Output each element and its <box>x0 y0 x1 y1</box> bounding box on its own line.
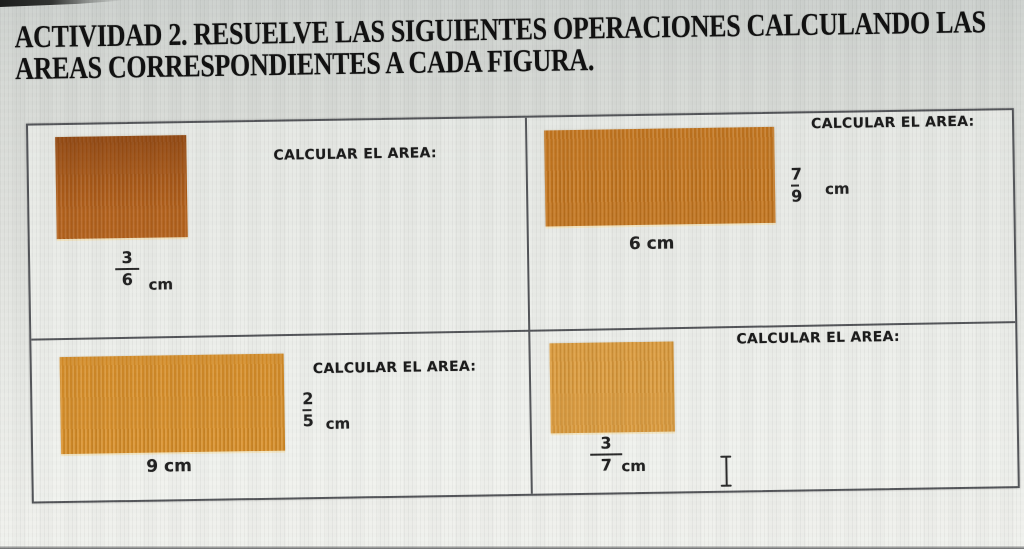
worksheet-table: CALCULAR EL AREA: 3 6 cm CALCULAR EL ARE… <box>25 108 1020 504</box>
orange-rectangle-shape <box>55 135 188 240</box>
fraction-numerator: 3 <box>121 247 133 268</box>
orange-rectangle-shape <box>544 126 776 227</box>
unit-label: cm <box>148 275 174 294</box>
ibeam-stem <box>724 456 728 486</box>
fraction-denominator: 7 <box>600 455 613 475</box>
prompt-label: CALCULAR EL AREA: <box>312 358 477 378</box>
fraction-width-label: 3 7 <box>589 433 624 475</box>
fraction-height-label: 7 9 <box>790 164 803 206</box>
unit-label: cm <box>824 179 850 199</box>
screen-edge-artifact-top <box>0 0 130 7</box>
prompt-label: CALCULAR EL AREA: <box>273 145 438 164</box>
base-dimension-label: 6 cm <box>628 233 675 255</box>
page-title: ACTIVIDAD 2. RESUELVE LAS SIGUIENTES OPE… <box>14 4 986 86</box>
fraction-denominator: 6 <box>121 269 134 290</box>
base-dimension-label: 9 cm <box>146 456 193 477</box>
fraction-denominator: 5 <box>302 411 314 431</box>
fraction-numerator: 7 <box>790 164 803 184</box>
orange-rectangle-shape <box>549 341 675 434</box>
fraction-numerator: 2 <box>302 389 314 409</box>
fraction-height-label: 2 5 <box>302 389 314 431</box>
unit-label: cm <box>325 414 351 433</box>
orange-rectangle-shape <box>59 353 286 455</box>
screen-edge-artifact-bottom <box>0 546 1024 549</box>
ibeam-bottom-serif <box>720 484 732 487</box>
fraction-denominator: 9 <box>791 186 803 206</box>
prompt-label: CALCULAR EL AREA: <box>736 328 900 348</box>
fraction-side-label: 3 6 <box>114 247 141 290</box>
ibeam-cursor-icon <box>719 455 732 487</box>
unit-label: cm <box>621 456 647 476</box>
prompt-label: CALCULAR EL AREA: <box>810 113 975 133</box>
table-vertical-divider <box>524 117 533 494</box>
fraction-numerator: 3 <box>600 433 612 453</box>
